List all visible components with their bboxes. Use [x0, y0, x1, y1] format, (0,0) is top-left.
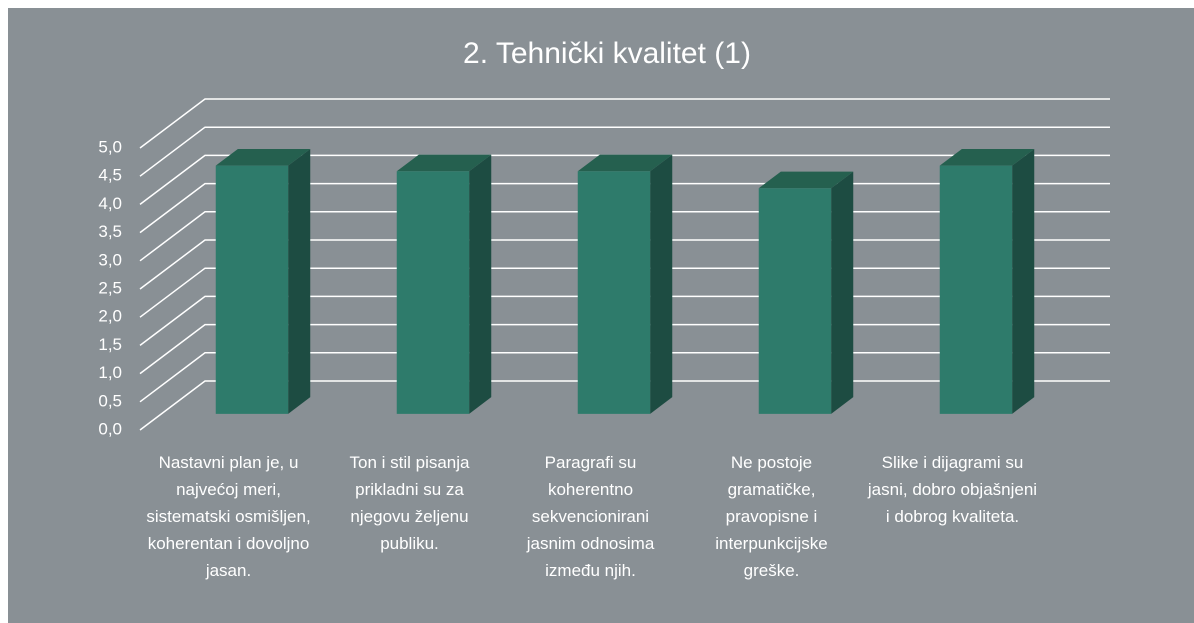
bar — [758, 188, 832, 414]
bar-top — [939, 149, 1035, 166]
y-tick-label: 4,0 — [98, 194, 122, 213]
bar-top — [758, 171, 854, 189]
bar — [577, 171, 651, 414]
y-tick-label: 3,0 — [98, 250, 122, 269]
bar-top — [215, 149, 311, 166]
bar-top — [396, 154, 492, 172]
bar-side — [469, 154, 492, 414]
y-tick-label: 0,5 — [98, 391, 122, 410]
bar-side — [288, 149, 311, 414]
bar — [215, 165, 289, 414]
grid-line — [139, 126, 1110, 177]
x-tick-label: Ne postoje gramatičke, pravopisne i inte… — [715, 453, 828, 580]
y-tick-label: 1,5 — [98, 335, 122, 354]
bar-top — [577, 154, 673, 172]
grid-line — [139, 154, 1110, 205]
y-tick-label: 3,5 — [98, 222, 122, 241]
x-tick-label: Nastavni plan je, u najvećoj meri, siste… — [146, 453, 311, 580]
grid-line — [139, 98, 1110, 149]
bar-side — [650, 154, 673, 414]
bar — [939, 165, 1013, 414]
y-tick-label: 1,0 — [98, 363, 122, 382]
x-tick-label: Slike i dijagrami su jasni, dobro objašn… — [867, 453, 1038, 526]
y-tick-label: 2,0 — [98, 307, 122, 326]
bar-side — [1012, 149, 1035, 414]
y-tick-label: 0,0 — [98, 419, 122, 438]
chart-title: 2. Tehnički kvalitet (1) — [463, 37, 751, 70]
bar-side — [831, 171, 854, 414]
x-tick-label: Paragrafi su koherentno sekvencionirani … — [526, 453, 655, 580]
y-tick-label: 4,5 — [98, 166, 122, 185]
y-tick-label: 2,5 — [98, 278, 122, 297]
y-tick-label: 5,0 — [98, 137, 122, 156]
x-tick-label: Ton i stil pisanja prikladni su za njego… — [349, 453, 470, 553]
bar — [396, 171, 470, 414]
